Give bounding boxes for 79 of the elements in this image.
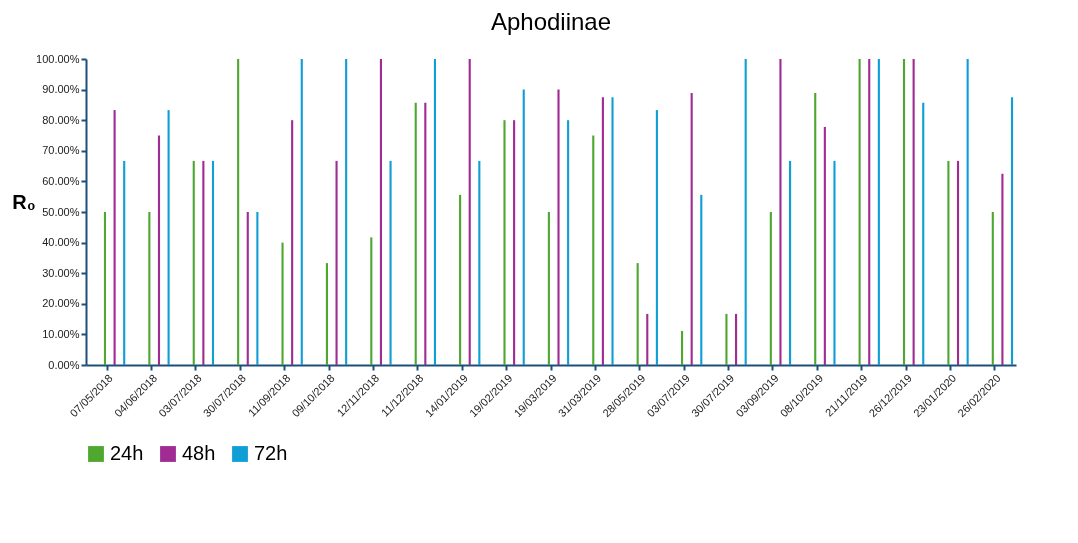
bar — [779, 59, 782, 365]
y-axis-title: R₀ — [12, 190, 36, 213]
bar — [858, 59, 861, 365]
bar — [325, 263, 328, 365]
bar — [513, 120, 516, 365]
bar — [744, 59, 747, 365]
y-tick-label: 40.00% — [42, 236, 80, 249]
bar — [877, 59, 880, 365]
bar — [1010, 97, 1014, 365]
bar — [389, 160, 392, 365]
bar — [601, 97, 604, 365]
bar — [148, 212, 151, 365]
bar — [211, 160, 215, 365]
bar — [478, 160, 481, 365]
legend-label: 24h — [110, 442, 144, 464]
bar — [256, 212, 259, 365]
bar — [335, 160, 338, 365]
y-tick-label: 20.00% — [42, 297, 80, 310]
bar — [922, 102, 925, 365]
bar — [503, 120, 506, 365]
bar — [814, 92, 817, 365]
legend-label: 72h — [254, 442, 288, 464]
bar — [459, 194, 462, 365]
bar — [966, 59, 969, 365]
bar — [379, 59, 382, 365]
bar — [522, 89, 525, 365]
y-tick-label: 50.00% — [42, 205, 80, 218]
y-tick-label: 100.00% — [36, 52, 80, 65]
bar — [113, 110, 116, 365]
bar — [636, 263, 639, 365]
bar — [370, 237, 373, 365]
bar — [1001, 173, 1004, 365]
bar — [912, 59, 915, 365]
y-tick-label: 70.00% — [42, 144, 80, 157]
bar — [567, 120, 570, 365]
bar — [611, 97, 614, 365]
bar — [468, 59, 471, 365]
bar — [700, 194, 703, 365]
bar — [902, 59, 906, 365]
bar — [424, 102, 427, 365]
chart-title: Aphodiinae — [490, 8, 612, 35]
bar — [769, 212, 772, 365]
bar — [103, 212, 107, 365]
bar — [414, 102, 417, 365]
bar — [192, 160, 195, 365]
bar — [246, 212, 249, 365]
bar — [237, 59, 240, 365]
bar — [291, 120, 294, 365]
bar — [823, 126, 826, 365]
bar — [557, 89, 560, 365]
bar — [592, 135, 595, 365]
bar — [345, 59, 348, 365]
bar — [547, 212, 550, 365]
bar — [789, 160, 792, 365]
bar — [157, 135, 161, 365]
y-tick-label: 10.00% — [42, 327, 80, 340]
bar — [202, 160, 205, 365]
bar — [433, 59, 436, 365]
y-tick-label: 60.00% — [42, 174, 80, 187]
bar — [735, 313, 738, 365]
bar — [646, 313, 649, 365]
y-tick-label: 0.00% — [48, 358, 80, 371]
y-tick-label: 30.00% — [42, 266, 80, 279]
bar — [868, 59, 871, 365]
bar — [300, 59, 303, 365]
bar — [833, 160, 836, 365]
y-tick-label: 80.00% — [42, 113, 80, 126]
bar — [281, 242, 284, 365]
bar — [947, 160, 950, 365]
y-tick-label: 90.00% — [42, 83, 80, 96]
bar — [123, 160, 126, 365]
bar — [956, 160, 960, 365]
bar — [167, 110, 170, 365]
legend-label: 48h — [182, 442, 216, 464]
bar — [655, 110, 658, 365]
bar — [991, 212, 994, 365]
bar — [690, 92, 693, 365]
bar — [681, 331, 684, 365]
bar — [725, 313, 728, 365]
